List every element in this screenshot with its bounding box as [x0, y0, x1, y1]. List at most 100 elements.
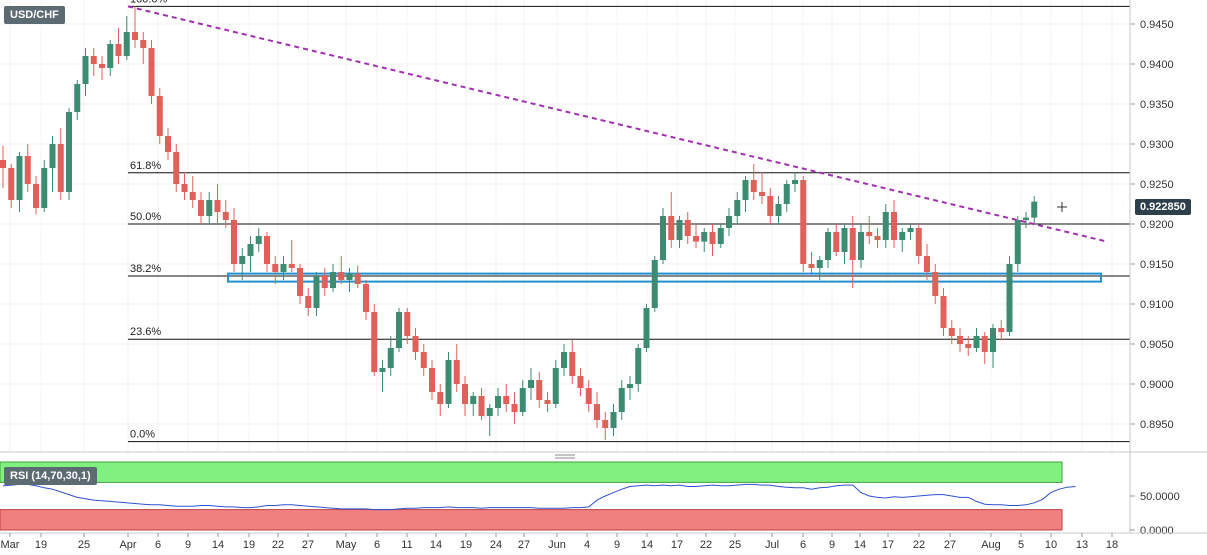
- candle-body: [24, 156, 31, 184]
- time-tick-label: 9: [829, 539, 835, 551]
- candle-body: [371, 312, 378, 372]
- price-tick-label: 0.9200: [1140, 219, 1174, 231]
- rsi-overbought-zone: [0, 461, 1063, 483]
- rsi-indicator-badge[interactable]: RSI (14,70,30,1): [4, 467, 97, 485]
- candle-body: [379, 368, 386, 372]
- candle-body: [57, 144, 64, 192]
- candle-body: [0, 160, 6, 168]
- candle-body: [1031, 201, 1038, 218]
- candle-body: [140, 40, 147, 48]
- symbol-badge[interactable]: USD/CHF: [4, 6, 65, 24]
- candle-body: [495, 396, 501, 408]
- candle-body: [932, 272, 939, 296]
- support-box[interactable]: [227, 272, 1102, 283]
- candle-body: [297, 268, 303, 296]
- trendline[interactable]: [127, 5, 1108, 243]
- candle-body: [866, 232, 873, 236]
- candle-body: [701, 232, 708, 242]
- candle-body: [396, 312, 402, 348]
- candle-body: [74, 84, 81, 112]
- candle-body: [767, 196, 774, 216]
- candle-body: [123, 32, 130, 56]
- candle-body: [759, 192, 765, 196]
- candle-body: [338, 272, 345, 280]
- rsi-line: [2, 483, 1076, 511]
- time-tick-label: 9: [185, 539, 191, 551]
- price-tick-label: 0.9100: [1140, 299, 1174, 311]
- candle-body: [313, 276, 320, 308]
- candle-body: [330, 272, 336, 288]
- candle-body: [651, 260, 658, 308]
- time-tick-label: 6: [800, 539, 806, 551]
- pane-splitter[interactable]: [555, 454, 575, 459]
- candle-body: [849, 228, 856, 260]
- candle-body: [519, 388, 526, 412]
- candle-body: [990, 328, 996, 352]
- candle-body: [561, 352, 567, 368]
- candle-body: [948, 328, 955, 336]
- time-tick-label: 14: [641, 539, 653, 551]
- price-tick-label: 0.9300: [1140, 139, 1174, 151]
- time-tick-label: 6: [155, 539, 161, 551]
- candle-body: [825, 232, 831, 260]
- candles: [0, 6, 1038, 440]
- candle-body: [833, 232, 840, 252]
- candle-body: [610, 412, 617, 428]
- candle-body: [668, 216, 675, 240]
- time-tick-label: Aug: [981, 539, 1001, 551]
- price-tick-label: 0.9250: [1140, 179, 1174, 191]
- candle-body: [264, 236, 270, 264]
- fib-label: 61.8%: [130, 160, 161, 172]
- candle-body: [907, 228, 914, 232]
- trendline-line: [127, 5, 1108, 243]
- candle-body: [16, 156, 23, 200]
- time-tick-label: 19: [243, 539, 255, 551]
- candle-body: [280, 264, 287, 272]
- candle-body: [726, 216, 732, 228]
- price-tick-label: 0.8950: [1140, 419, 1174, 431]
- candle-body: [536, 380, 543, 400]
- time-tick-label: 6: [374, 539, 380, 551]
- candle-body: [404, 312, 411, 336]
- candle-body: [189, 192, 196, 200]
- candle-body: [239, 256, 246, 264]
- candle-body: [569, 352, 576, 376]
- price-tick-label: 0.9400: [1140, 59, 1174, 71]
- time-tick-label: 14: [854, 539, 866, 551]
- candle-body: [594, 404, 600, 420]
- time-tick-label: 24: [490, 539, 502, 551]
- candle-body: [321, 276, 328, 288]
- time-tick-label: May: [336, 539, 357, 551]
- candle-body: [247, 244, 254, 256]
- time-tick-label: 19: [35, 539, 47, 551]
- candle-body: [965, 344, 972, 348]
- candle-body: [602, 420, 609, 428]
- time-tick-label: 19: [460, 539, 472, 551]
- candle-body: [998, 328, 1005, 332]
- time-tick-label: 22: [700, 539, 712, 551]
- price-tick-label: 0.9150: [1140, 259, 1174, 271]
- candle-body: [66, 112, 72, 192]
- candle-body: [305, 296, 312, 308]
- time-tick-label: 27: [944, 539, 956, 551]
- candle-body: [222, 212, 229, 220]
- time-axis[interactable]: Mar 19 25 Apr 6 9 14 19 22 27 May 6 11 14 19 24 27 Jun 4 9 1…: [1, 533, 1119, 551]
- candle-body: [899, 232, 906, 240]
- candle-body: [775, 204, 782, 216]
- price-axis[interactable]: 0.9450 0.9400 0.9350 0.9300 0.9250 0.9200 0.91…: [1130, 19, 1174, 431]
- candle-body: [255, 236, 262, 244]
- candle-body: [8, 168, 15, 200]
- candle-body: [676, 220, 683, 240]
- candle-body: [165, 136, 171, 152]
- candle-body: [528, 380, 534, 388]
- time-tick-label: 14: [212, 539, 224, 551]
- fib-label: 50.0%: [130, 211, 161, 223]
- time-tick-label: 9: [614, 539, 620, 551]
- time-tick-label: Jul: [765, 539, 779, 551]
- candle-body: [82, 56, 89, 84]
- candle-body: [792, 180, 798, 184]
- candle-body: [429, 368, 435, 392]
- fib-label: 100.0%: [130, 0, 168, 5]
- candle-body: [552, 368, 559, 404]
- time-tick-label: 27: [518, 539, 530, 551]
